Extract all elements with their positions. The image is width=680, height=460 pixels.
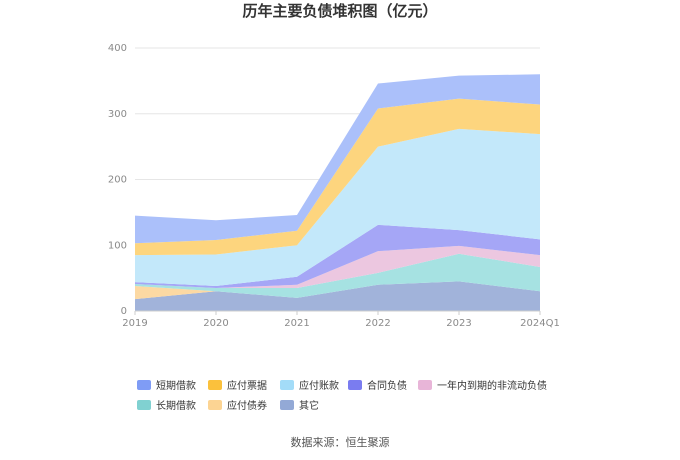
legend-swatch	[137, 400, 151, 410]
area-series-6	[135, 128, 540, 287]
legend-swatch	[280, 400, 294, 410]
area-series-1	[135, 281, 540, 311]
data-source-note: 数据来源：恒生聚源	[290, 436, 390, 449]
legend-label: 一年内到期的非流动负债	[437, 379, 547, 392]
legend-item[interactable]: 一年内到期的非流动负债	[418, 379, 547, 392]
x-tick-label: 2019	[122, 318, 147, 329]
legend-swatch	[208, 380, 222, 390]
area-series	[135, 74, 540, 311]
legend-item[interactable]: 长期借款	[137, 399, 196, 412]
legend-swatch	[418, 380, 432, 390]
legend-item[interactable]: 应付账款	[280, 379, 339, 392]
y-axis: 0 100 200 300 400	[108, 43, 127, 317]
legend-item[interactable]: 短期借款	[137, 379, 196, 392]
legend-label: 长期借款	[156, 399, 196, 412]
legend-swatch	[137, 380, 151, 390]
area-series-3	[135, 253, 540, 298]
legend-label: 其它	[299, 399, 319, 412]
legend-item[interactable]: 应付票据	[208, 379, 267, 392]
area-series-5	[135, 224, 540, 288]
legend-label: 短期借款	[156, 379, 196, 392]
legend-label: 合同负债	[367, 379, 407, 392]
legend-item[interactable]: 其它	[280, 399, 319, 412]
legend-label: 应付票据	[227, 379, 267, 392]
legend-swatch	[348, 380, 362, 390]
legend-item[interactable]: 合同负债	[348, 379, 407, 392]
chart-title: 历年主要负债堆积图（亿元）	[242, 2, 437, 20]
area-series-4	[135, 245, 540, 288]
legend-label: 应付账款	[299, 379, 339, 392]
legend-swatch	[208, 400, 222, 410]
x-tick-label: 2021	[284, 318, 309, 329]
x-tick-label: 2024Q1	[520, 318, 560, 329]
y-tick-label: 300	[108, 109, 127, 120]
x-tick-label: 2022	[365, 318, 390, 329]
x-axis: 2019 2020 2021 2022 2023 2024Q1	[122, 310, 560, 329]
x-tick-label: 2020	[203, 318, 228, 329]
x-tick-label: 2023	[446, 318, 471, 329]
legend-label: 应付债券	[227, 399, 267, 412]
legend-item[interactable]: 应付债券	[208, 399, 267, 412]
y-tick-label: 0	[121, 306, 127, 317]
legend-swatch	[280, 380, 294, 390]
y-tick-label: 200	[108, 175, 127, 186]
y-tick-label: 100	[108, 240, 127, 251]
area-series-8	[135, 74, 540, 244]
y-tick-label: 400	[108, 43, 127, 54]
area-series-7	[135, 98, 540, 256]
